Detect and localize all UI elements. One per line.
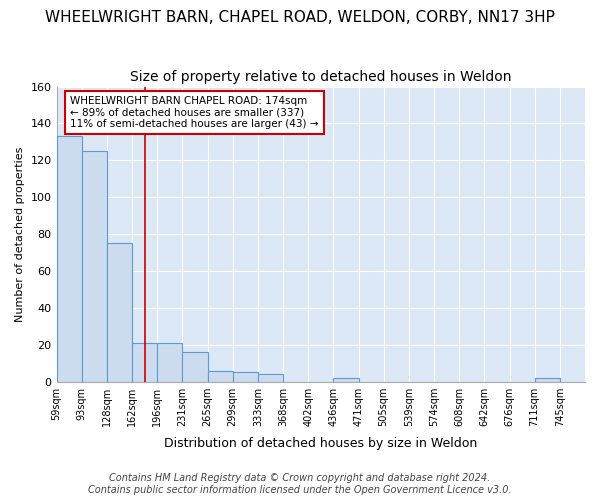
Bar: [334, 378, 359, 382]
Bar: [82, 151, 107, 382]
Bar: [182, 352, 208, 382]
Bar: [107, 244, 132, 382]
Text: WHEELWRIGHT BARN, CHAPEL ROAD, WELDON, CORBY, NN17 3HP: WHEELWRIGHT BARN, CHAPEL ROAD, WELDON, C…: [45, 10, 555, 25]
Bar: [233, 372, 258, 382]
Title: Size of property relative to detached houses in Weldon: Size of property relative to detached ho…: [130, 70, 512, 84]
Text: WHEELWRIGHT BARN CHAPEL ROAD: 174sqm
← 89% of detached houses are smaller (337)
: WHEELWRIGHT BARN CHAPEL ROAD: 174sqm ← 8…: [70, 96, 319, 129]
Bar: [535, 378, 560, 382]
Text: Contains HM Land Registry data © Crown copyright and database right 2024.
Contai: Contains HM Land Registry data © Crown c…: [88, 474, 512, 495]
Bar: [208, 370, 233, 382]
Bar: [258, 374, 283, 382]
Bar: [132, 343, 157, 382]
Bar: [56, 136, 82, 382]
Y-axis label: Number of detached properties: Number of detached properties: [15, 146, 25, 322]
X-axis label: Distribution of detached houses by size in Weldon: Distribution of detached houses by size …: [164, 437, 478, 450]
Bar: [157, 343, 182, 382]
